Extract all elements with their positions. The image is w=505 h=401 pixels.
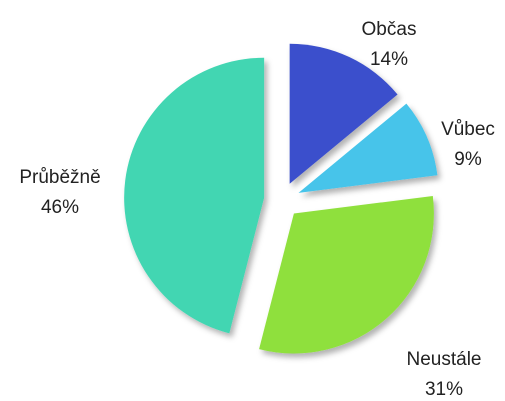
pie-slice bbox=[259, 195, 434, 354]
slice-value-label: 14% bbox=[370, 49, 408, 70]
slice-label: Průběžně bbox=[19, 167, 100, 188]
slice-value-label: 31% bbox=[425, 379, 463, 400]
slice-value-label: 46% bbox=[41, 197, 79, 218]
pie-slice bbox=[298, 103, 438, 193]
pie-slice bbox=[289, 43, 398, 184]
slice-label: Neustále bbox=[407, 349, 482, 370]
pie-slice bbox=[124, 57, 265, 334]
slice-label: Občas bbox=[362, 19, 417, 40]
slice-label: Vůbec bbox=[441, 119, 495, 140]
slice-value-label: 9% bbox=[454, 149, 482, 170]
